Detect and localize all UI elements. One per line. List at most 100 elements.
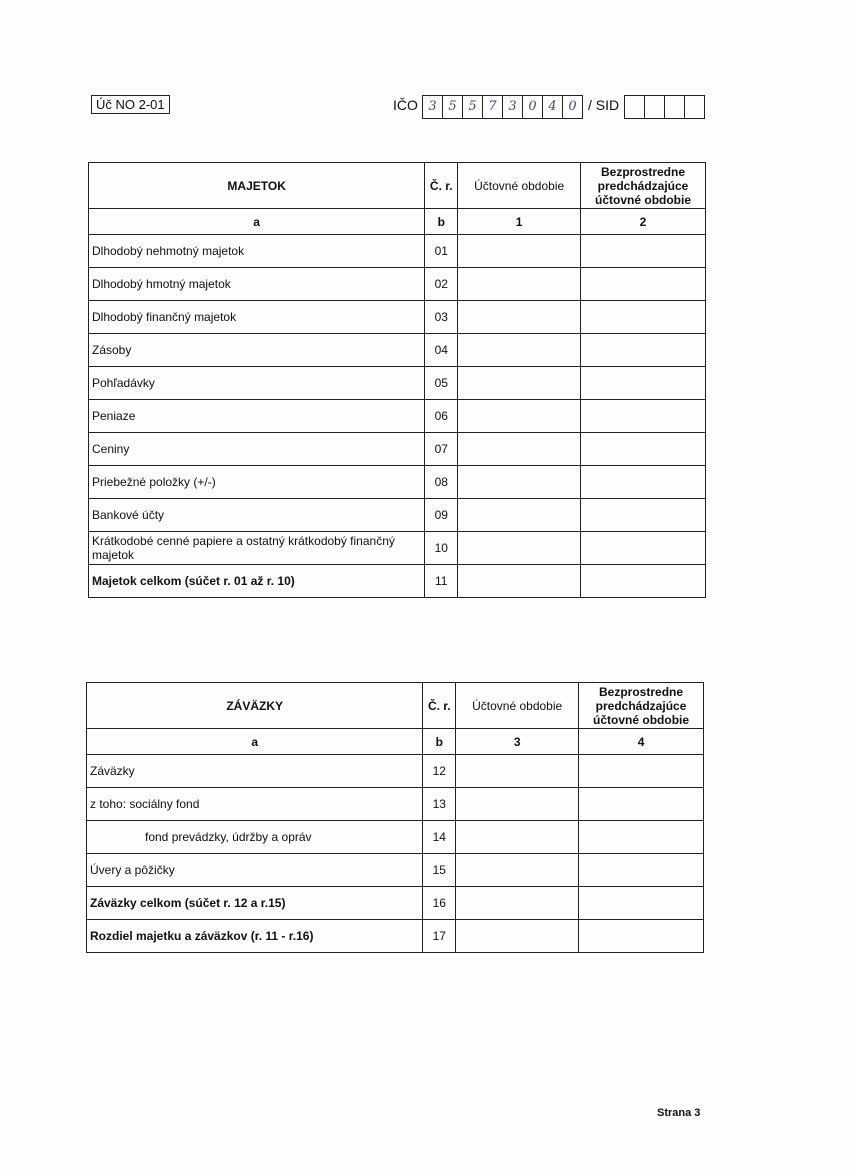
table-row: z toho: sociálny fond 13 [85,787,704,821]
current-value-cell[interactable] [457,300,582,334]
table-row: Záväzky 12 [85,754,704,788]
digit-box[interactable]: 5 [463,96,483,118]
row-label: Majetok celkom (súčet r. 01 až r. 10) [87,564,426,598]
row-label: Dlhodobý hmotný majetok [87,267,426,301]
previous-value-cell[interactable] [580,498,706,532]
current-value-cell[interactable] [457,333,582,367]
column-letter: 3 [455,728,580,755]
current-value-cell[interactable] [457,399,582,433]
current-value-cell[interactable] [457,267,582,301]
row-label: z toho: sociálny fond [85,787,424,821]
form-code: Úč NO 2-01 [91,95,170,114]
row-number: 16 [422,886,457,920]
row-number: 10 [424,531,459,565]
previous-value-cell[interactable] [580,267,706,301]
previous-value-cell[interactable] [580,465,706,499]
previous-value-cell[interactable] [578,919,704,953]
table-row: Úvery a pôžičky 15 [85,853,704,887]
previous-value-cell[interactable] [580,333,706,367]
previous-value-cell[interactable] [580,300,706,334]
current-value-cell[interactable] [455,787,580,821]
current-period-header: Účtovné obdobie [455,682,580,729]
table-row: Dlhodobý finančný majetok 03 [87,300,706,334]
digit-box[interactable] [645,96,665,118]
column-letter: 4 [578,728,704,755]
row-number: 11 [424,564,459,598]
digit-box[interactable]: 5 [443,96,463,118]
row-label: Priebežné položky (+/-) [87,465,426,499]
row-number: 15 [422,853,457,887]
current-value-cell[interactable] [455,919,580,953]
previous-period-header: Bezprostredne predchádzajúce účtovné obd… [580,162,706,209]
current-value-cell[interactable] [455,853,580,887]
column-letter: a [87,208,426,235]
item-header: MAJETOK [87,162,426,209]
digit-box[interactable]: 0 [523,96,543,118]
digit-box[interactable] [625,96,645,118]
current-value-cell[interactable] [455,754,580,788]
table-row: Záväzky celkom (súčet r. 12 a r.15) 16 [85,886,704,920]
previous-value-cell[interactable] [580,234,706,268]
table-row: Dlhodobý hmotný majetok 02 [87,267,706,301]
row-number: 14 [422,820,457,854]
current-value-cell[interactable] [457,234,582,268]
previous-value-cell[interactable] [580,366,706,400]
previous-value-cell[interactable] [580,531,706,565]
previous-value-cell[interactable] [580,399,706,433]
current-value-cell[interactable] [455,820,580,854]
row-label: Peniaze [87,399,426,433]
current-value-cell[interactable] [455,886,580,920]
digit-box[interactable]: 3 [503,96,523,118]
previous-value-cell[interactable] [580,564,706,598]
sid-field[interactable] [624,95,705,119]
current-value-cell[interactable] [457,564,582,598]
row-number: 09 [424,498,459,532]
row-number: 06 [424,399,459,433]
column-letter: b [422,728,457,755]
row-label: Pohľadávky [87,366,426,400]
previous-value-cell[interactable] [578,853,704,887]
current-value-cell[interactable] [457,498,582,532]
table-row: Ceniny 07 [87,432,706,466]
current-value-cell[interactable] [457,531,582,565]
assets-table: MAJETOK Č. r. Účtovné obdobie Bezprostredne… [87,162,706,598]
item-header: ZÁVÄZKY [85,682,424,729]
digit-box[interactable]: 0 [568,99,577,114]
row-label: fond prevádzky, údržby a opráv [85,820,424,854]
row-label: Dlhodobý nehmotný majetok [87,234,426,268]
row-number: 12 [422,754,457,788]
digit-box[interactable]: 4 [543,96,563,118]
digit-box[interactable]: 3 [423,96,443,118]
table-row: Dlhodobý nehmotný majetok 01 [87,234,706,268]
sid-label: / SID [588,97,620,113]
table-row: Zásoby 04 [87,333,706,367]
current-value-cell[interactable] [457,465,582,499]
row-label: Zásoby [87,333,426,367]
table-row: Rozdiel majetku a záväzkov (r. 11 - r.16… [85,919,704,953]
row-number: 01 [424,234,459,268]
current-value-cell[interactable] [457,366,582,400]
row-number: 17 [422,919,457,953]
previous-value-cell[interactable] [578,820,704,854]
previous-value-cell[interactable] [578,886,704,920]
row-label: Dlhodobý finančný majetok [87,300,426,334]
table-row: Priebežné položky (+/-) 08 [87,465,706,499]
previous-value-cell[interactable] [578,787,704,821]
previous-value-cell[interactable] [578,754,704,788]
row-number: 13 [422,787,457,821]
row-label: Záväzky [85,754,424,788]
digit-box[interactable] [685,96,704,118]
table-row: Peniaze 06 [87,399,706,433]
row-number: 05 [424,366,459,400]
row-no-header: Č. r. [422,682,457,729]
previous-value-cell[interactable] [580,432,706,466]
current-value-cell[interactable] [457,432,582,466]
table-row: Majetok celkom (súčet r. 01 až r. 10) 11 [87,564,706,598]
column-letter: b [424,208,459,235]
digit-box[interactable] [665,96,685,118]
digit-box[interactable]: 7 [483,96,503,118]
previous-period-header: Bezprostredne predchádzajúce účtovné obd… [578,682,704,729]
table-row: fond prevádzky, údržby a opráv 14 [85,820,704,854]
